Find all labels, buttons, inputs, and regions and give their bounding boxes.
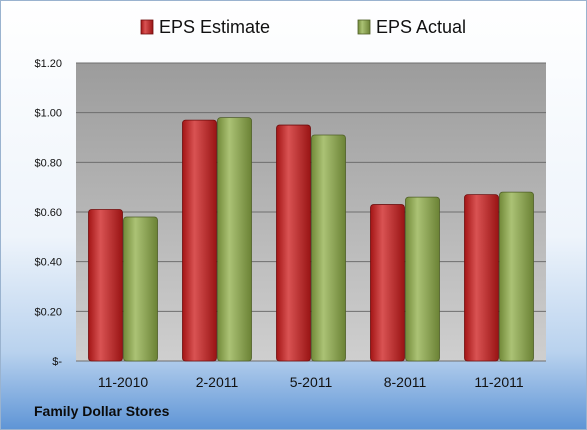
- bar-estimate: [370, 204, 405, 362]
- y-tick-label: $-: [52, 356, 62, 368]
- bar-actual: [311, 134, 346, 362]
- legend-swatch: [357, 19, 371, 35]
- y-tick-label: $0.80: [34, 157, 62, 169]
- x-tick-label: 11-2010: [98, 374, 149, 390]
- bar-estimate: [88, 209, 123, 362]
- y-tick-label: $1.00: [34, 108, 62, 120]
- bar-estimate: [464, 194, 499, 362]
- legend-swatch: [140, 19, 154, 35]
- bar-estimate: [276, 124, 311, 362]
- y-tick-label: $0.60: [34, 207, 62, 219]
- y-tick-label: $1.20: [34, 58, 62, 70]
- company-label: Family Dollar Stores: [34, 403, 170, 419]
- y-tick-label: $0.40: [34, 257, 62, 269]
- bar-actual: [217, 117, 252, 362]
- bar-actual: [405, 196, 440, 362]
- x-tick-label: 8-2011: [384, 374, 427, 390]
- legend-label: EPS Actual: [376, 17, 466, 37]
- bar-actual: [499, 191, 534, 362]
- legend-label: EPS Estimate: [159, 17, 270, 37]
- y-tick-label: $0.20: [34, 306, 62, 318]
- x-tick-label: 11-2011: [474, 374, 524, 390]
- x-tick-label: 2-2011: [196, 374, 239, 390]
- x-tick-label: 5-2011: [290, 374, 333, 390]
- bar-estimate: [182, 119, 217, 362]
- bar-actual: [123, 216, 158, 362]
